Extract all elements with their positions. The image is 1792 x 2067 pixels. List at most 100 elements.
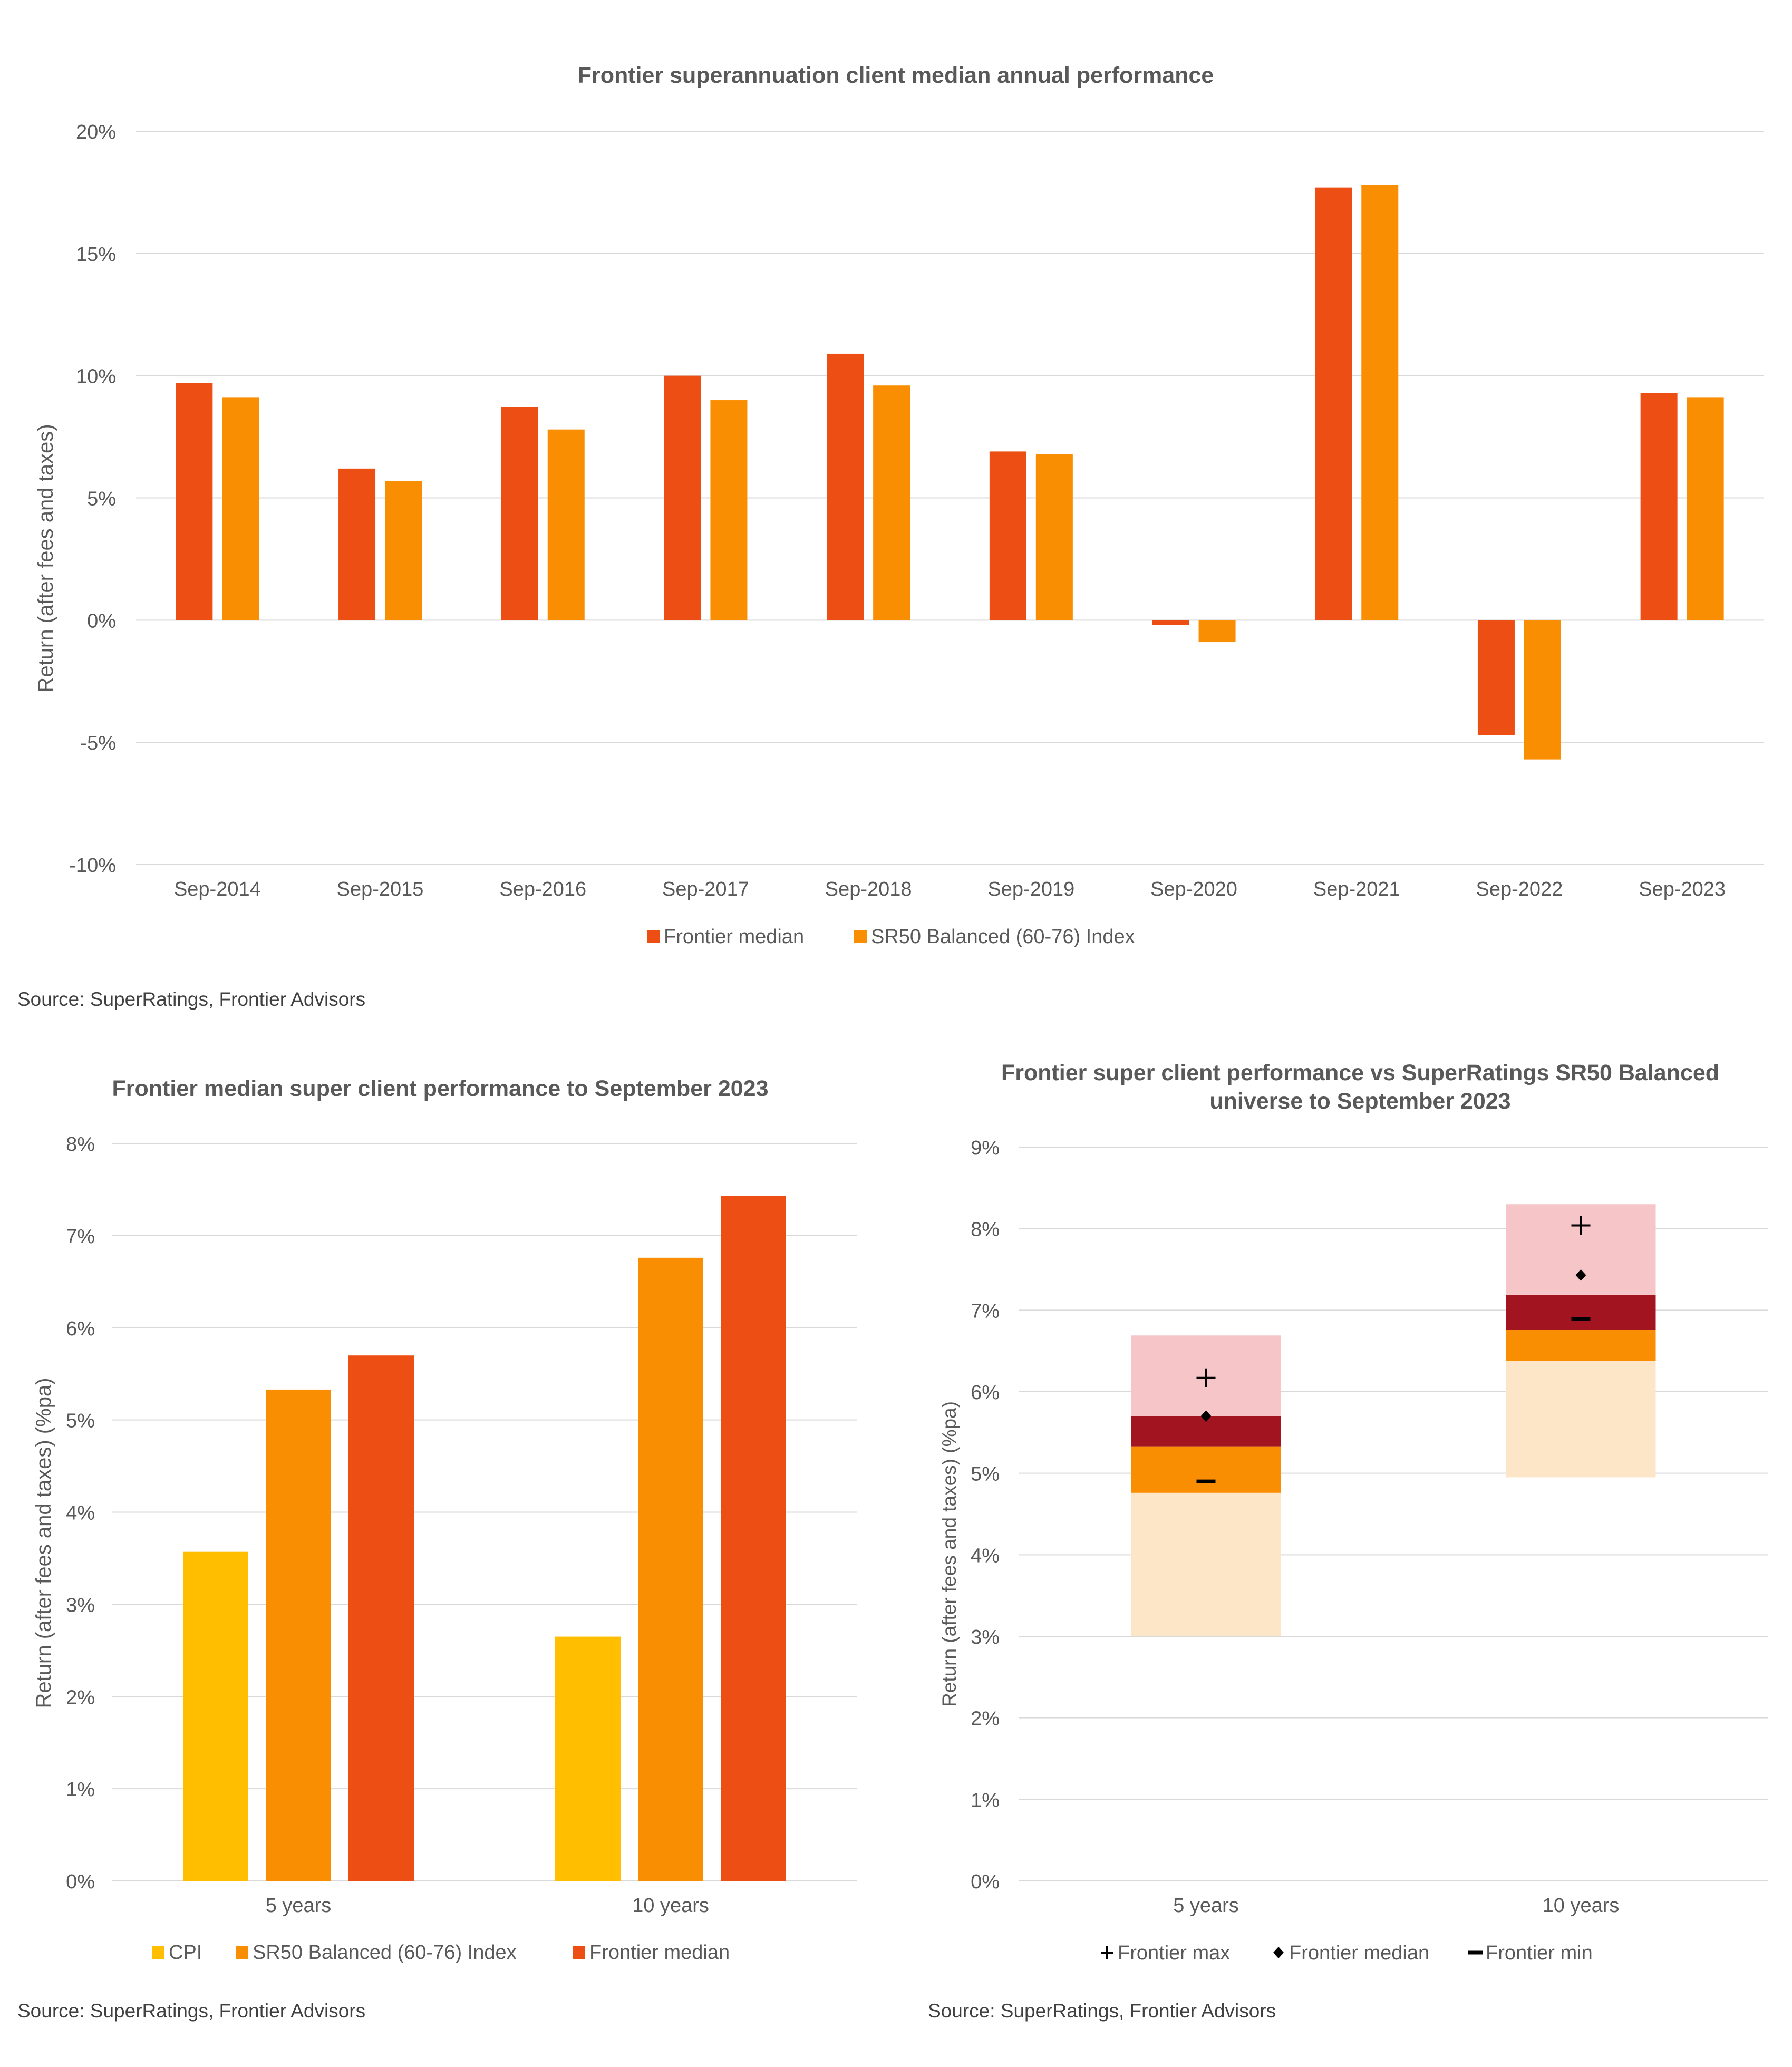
y-tick-label: 5%	[87, 488, 116, 510]
median-performance-chart: Frontier median super client performance…	[32, 1076, 857, 1964]
y-tick-label: 1%	[66, 1779, 95, 1801]
x-tick-label: Sep-2016	[499, 878, 586, 900]
y-tick-label: 4%	[971, 1545, 1000, 1567]
x-tick-label: Sep-2023	[1639, 878, 1726, 900]
x-tick-label: 10 years	[632, 1895, 709, 1917]
bar-frontier-median	[989, 451, 1026, 620]
range-bottom-quartile	[1131, 1492, 1281, 1636]
legend-swatch	[647, 930, 660, 943]
bar-frontier-median	[1477, 620, 1515, 735]
x-tick-label: Sep-2014	[174, 878, 261, 900]
y-tick-label: 0%	[66, 1871, 95, 1893]
range-third-quartile	[1506, 1294, 1656, 1330]
y-tick-label: 2%	[66, 1686, 95, 1709]
bar-frontier-median	[338, 468, 376, 620]
range-second-quartile	[1506, 1330, 1656, 1361]
legend-label: CPI	[169, 1942, 202, 1964]
bar-frontier-median	[501, 407, 538, 620]
bar-frontier-median	[348, 1355, 414, 1881]
chart3-title-line-1: Frontier super client performance vs Sup…	[1001, 1060, 1719, 1085]
legend-frontier-min-icon	[1468, 1950, 1483, 1955]
bar-sr50-balanced-60-76-index	[638, 1257, 703, 1881]
legend-swatch	[152, 1946, 164, 1959]
legend-frontier-max-icon	[1101, 1946, 1113, 1959]
frontier-max-marker	[1571, 1216, 1591, 1235]
legend-label: Frontier max	[1118, 1942, 1230, 1964]
legend-label: Frontier median	[664, 926, 804, 948]
y-tick-label: 8%	[971, 1219, 1000, 1241]
chart2-source: Source: SuperRatings, Frontier Advisors	[17, 2000, 366, 2022]
bar-frontier-median	[1152, 620, 1189, 625]
bar-frontier-median	[1640, 393, 1678, 620]
y-tick-label: 15%	[76, 244, 116, 266]
chart1-title: Frontier superannuation client median an…	[578, 63, 1214, 88]
legend-label: SR50 Balanced (60-76) Index	[253, 1942, 517, 1964]
y-tick-label: 5%	[971, 1463, 1000, 1486]
x-tick-label: Sep-2022	[1476, 878, 1563, 900]
bar-cpi	[555, 1636, 621, 1881]
bar-sr50	[1361, 185, 1399, 620]
y-tick-label: -10%	[69, 855, 116, 877]
chart3-source: Source: SuperRatings, Frontier Advisors	[928, 2000, 1276, 2022]
bar-sr50	[385, 481, 422, 620]
legend-swatch	[236, 1946, 248, 1959]
x-tick-label: Sep-2015	[337, 878, 424, 900]
x-tick-label: Sep-2017	[662, 878, 749, 900]
bar-frontier-median	[721, 1196, 786, 1881]
x-tick-label: 10 years	[1543, 1895, 1620, 1917]
chart1-source: Source: SuperRatings, Frontier Advisors	[17, 988, 366, 1010]
chart3-title-line-2: universe to September 2023	[1209, 1089, 1510, 1114]
legend-frontier-median-icon	[1273, 1947, 1284, 1958]
chart2-y-axis-label: Return (after fees and taxes) (%pa)	[32, 1378, 55, 1709]
bar-sr50	[1687, 397, 1724, 620]
y-tick-label: 2%	[971, 1708, 1000, 1730]
y-tick-label: 0%	[87, 610, 116, 632]
y-tick-label: 7%	[66, 1226, 95, 1248]
bar-sr50-balanced-60-76-index	[266, 1389, 331, 1881]
legend-label: SR50 Balanced (60-76) Index	[871, 926, 1135, 948]
bar-frontier-median	[827, 353, 864, 620]
legend-label: Frontier median	[1289, 1942, 1429, 1964]
range-bottom-quartile	[1506, 1361, 1656, 1478]
legend-label: Frontier median	[589, 1942, 730, 1964]
legend-label: Frontier min	[1486, 1942, 1593, 1964]
frontier-median-marker	[1575, 1269, 1586, 1281]
legend-swatch	[854, 930, 867, 943]
bar-sr50	[1035, 454, 1073, 620]
y-tick-label: 3%	[971, 1626, 1000, 1648]
x-tick-label: 5 years	[1173, 1895, 1239, 1917]
frontier-max-marker	[1196, 1368, 1216, 1387]
y-tick-label: -5%	[80, 732, 116, 754]
frontier-median-marker	[1200, 1410, 1212, 1422]
bar-sr50	[710, 400, 748, 620]
y-tick-label: 7%	[971, 1300, 1000, 1322]
bar-frontier-median	[664, 375, 701, 620]
x-tick-label: Sep-2018	[825, 878, 912, 900]
y-tick-label: 20%	[76, 121, 116, 143]
range-second-quartile	[1131, 1446, 1281, 1493]
bar-cpi	[183, 1551, 248, 1881]
y-tick-label: 10%	[76, 366, 116, 388]
x-tick-label: Sep-2019	[987, 878, 1074, 900]
frontier-min-marker	[1571, 1317, 1591, 1321]
legend-swatch	[573, 1946, 585, 1959]
x-tick-label: Sep-2021	[1313, 878, 1400, 900]
y-tick-label: 1%	[971, 1789, 1000, 1811]
x-tick-label: 5 years	[266, 1895, 332, 1917]
bar-sr50	[873, 385, 910, 620]
y-tick-label: 0%	[971, 1871, 1000, 1893]
bar-frontier-median	[176, 383, 213, 620]
y-tick-label: 3%	[66, 1594, 95, 1616]
frontier-min-marker	[1196, 1479, 1216, 1483]
bar-frontier-median	[1315, 187, 1352, 620]
y-tick-label: 6%	[971, 1382, 1000, 1404]
y-tick-label: 5%	[66, 1410, 95, 1432]
bar-sr50	[222, 397, 259, 620]
bar-sr50	[1524, 620, 1561, 760]
bar-sr50	[1198, 620, 1236, 643]
chart1-y-axis-label: Return (after fees and taxes)	[34, 424, 57, 692]
bar-sr50	[547, 429, 585, 620]
universe-comparison-chart: Frontier super client performance vs Sup…	[938, 1060, 1768, 1964]
y-tick-label: 8%	[66, 1133, 95, 1156]
y-tick-label: 9%	[971, 1137, 1000, 1159]
